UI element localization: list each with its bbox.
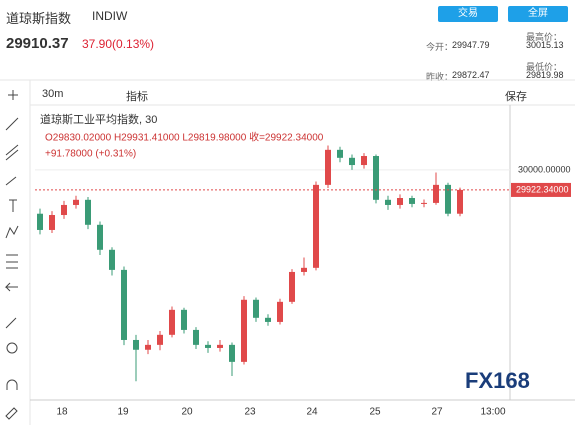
candle-body: [193, 329, 199, 345]
indicators[interactable]: 指标: [126, 91, 148, 103]
candle-body: [133, 339, 139, 350]
candle-body: [205, 344, 211, 348]
x-tick-label: 19: [117, 407, 129, 418]
candle-body: [445, 184, 451, 214]
stat-value: 29947.79: [452, 40, 490, 50]
candle-body: [409, 198, 415, 204]
stat-value: 29819.98: [526, 70, 564, 80]
candle-body: [301, 267, 307, 272]
candle-body: [217, 344, 223, 348]
x-tick-label: 18: [56, 407, 68, 418]
watermark: FX168: [465, 368, 530, 393]
x-tick-label: 27: [431, 407, 443, 418]
candle-body: [457, 189, 463, 214]
stat-label: 今开：: [426, 42, 454, 52]
candle-body: [349, 157, 355, 166]
stat-label: 最低价：: [526, 62, 563, 72]
x-tick-label: 20: [181, 407, 193, 418]
stat-value: 29872.47: [452, 70, 490, 80]
candle-body: [49, 215, 55, 230]
trade-button[interactable]: 交易: [438, 6, 498, 22]
candle-body: [73, 199, 79, 205]
chart-title: 道琼斯工业平均指数, 30: [40, 112, 157, 126]
candle-body: [157, 334, 163, 345]
x-tick-label: 24: [306, 407, 318, 418]
candle-body: [277, 301, 283, 322]
candle-body: [361, 156, 367, 166]
candle-body: [253, 299, 259, 318]
last-price-label: 29922.34000: [516, 184, 569, 194]
x-tick-label: 23: [244, 407, 256, 418]
x-tick-label: 25: [369, 407, 381, 418]
candle-body: [109, 249, 115, 270]
stat-label: 最高价：: [526, 32, 563, 42]
candle-body: [229, 344, 235, 362]
candle-body: [145, 344, 151, 350]
candle-body: [433, 184, 439, 203]
candle-body: [421, 202, 427, 204]
candle-body: [289, 271, 295, 302]
change: 37.90(0.13%): [82, 37, 155, 51]
candle-body: [85, 199, 91, 225]
stat-value: 30015.13: [526, 40, 564, 50]
y-tick-label: 30000.00000: [518, 164, 571, 174]
change-line: +91.78000 (+0.31%): [45, 149, 136, 160]
candle-body: [181, 309, 187, 330]
candle-body: [385, 199, 391, 205]
candle-body: [121, 269, 127, 340]
candle-body: [37, 213, 43, 230]
candle-body: [337, 149, 343, 158]
candle-body: [169, 309, 175, 335]
ohlc-line: O29830.02000 H29931.41000 L29819.98000 收…: [45, 131, 324, 144]
symbol-code: INDIW: [92, 9, 128, 23]
candle-body: [313, 184, 319, 268]
x-tick-label: 13:00: [480, 407, 505, 418]
candle-body: [373, 156, 379, 200]
candle-body: [97, 224, 103, 250]
candle-body: [61, 204, 67, 216]
last-price-tag: [511, 182, 571, 197]
drawing-tools[interactable]: [4, 90, 19, 420]
candle-body: [397, 198, 403, 205]
candle-body: [241, 299, 247, 362]
interval[interactable]: 30m: [42, 88, 64, 100]
stat-label: 昨收：: [426, 72, 454, 82]
candle-body: [325, 149, 331, 185]
candle-body: [265, 317, 271, 322]
fullscreen-button[interactable]: 全屏: [508, 6, 568, 22]
price: 29910.37: [6, 35, 69, 52]
symbol-name: 道琼斯指数: [6, 11, 72, 26]
save[interactable]: 保存: [505, 91, 527, 103]
